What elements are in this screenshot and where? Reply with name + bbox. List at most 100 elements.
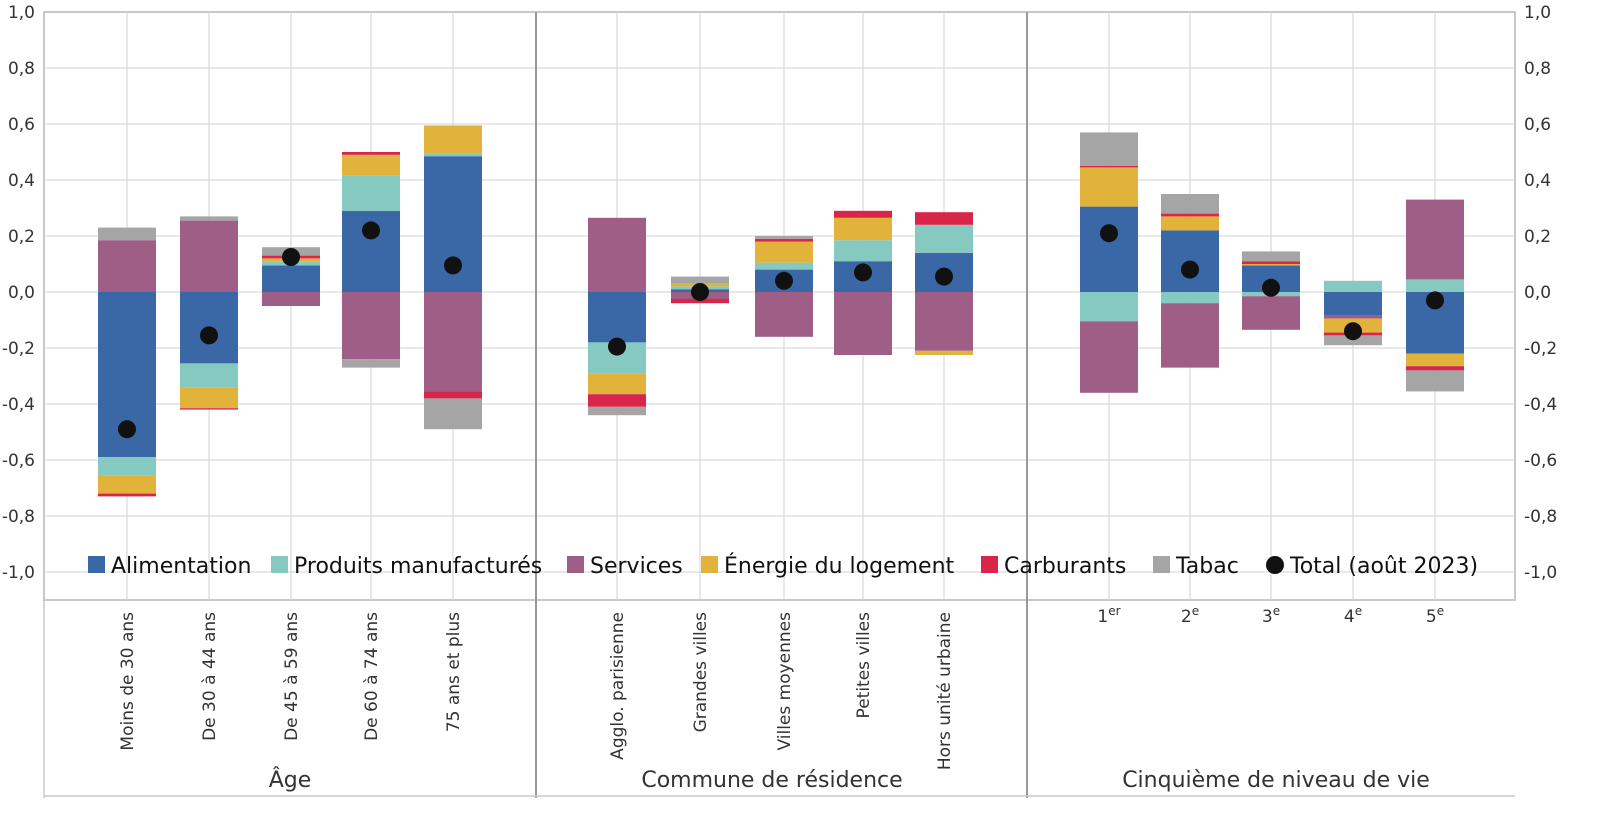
category-label: De 30 à 44 ans: [200, 612, 220, 741]
y-tick-label: 0,0: [1524, 283, 1551, 303]
category-label: De 45 à 59 ans: [282, 612, 302, 741]
total-marker: [854, 263, 872, 282]
bar-segment: [588, 217, 646, 292]
y-tick-label: 0,8: [1524, 59, 1551, 79]
y-tick-label: -0,2: [2, 339, 35, 359]
bar-segment: [98, 227, 156, 241]
bar-segment: [1161, 213, 1219, 217]
category-label: De 60 à 74 ans: [362, 612, 382, 741]
legend-swatch: [271, 556, 288, 573]
category-label-main: 5: [1426, 607, 1437, 627]
category-label: Agglo. parisienne: [608, 612, 628, 760]
category-label: Hors unité urbaine: [935, 612, 955, 770]
total-marker: [282, 248, 300, 266]
bar-segment: [98, 240, 156, 292]
bar-segment: [342, 292, 400, 360]
bar-segment: [671, 276, 729, 284]
bar-segment: [915, 292, 973, 351]
category-label: 2e: [1181, 604, 1199, 627]
category-label-sup: e: [1273, 604, 1280, 618]
bar-segment: [98, 493, 156, 497]
y-tick-label: 1,0: [8, 3, 35, 23]
bar-segment: [1080, 206, 1138, 292]
bar-segment: [1161, 292, 1219, 304]
category-label-sup: e: [1192, 604, 1199, 618]
total-markers: [118, 221, 1444, 439]
y-tick-label: 0,6: [8, 115, 35, 135]
category-label-sup: e: [1355, 604, 1362, 618]
bar-segment: [915, 212, 973, 225]
bar-segment: [342, 154, 400, 176]
group-title: Commune de résidence: [641, 768, 902, 793]
bar-segment: [755, 236, 813, 239]
total-marker: [444, 256, 462, 275]
bar-segment: [1080, 132, 1138, 166]
bars: [98, 125, 1464, 497]
total-marker: [935, 267, 953, 286]
category-label: 75 ans et plus: [444, 612, 464, 732]
legend-label: Carburants: [1004, 554, 1126, 579]
bar-segment: [1242, 261, 1300, 264]
bar-segment: [834, 240, 892, 262]
total-marker: [200, 326, 218, 345]
bar-segment: [424, 398, 482, 430]
legend-swatch: [567, 556, 584, 573]
bar-segment: [424, 153, 482, 157]
category-label: Grandes villes: [691, 612, 711, 733]
category-label: 4e: [1344, 604, 1362, 627]
bar-segment: [915, 224, 973, 253]
bar-segment: [1161, 194, 1219, 214]
bar-segment: [1080, 292, 1138, 322]
bar-segment: [180, 408, 238, 410]
total-marker: [1344, 322, 1362, 341]
y-tick-label: 0,2: [8, 227, 35, 247]
legend-swatch: [701, 556, 718, 573]
bar-segment: [1406, 370, 1464, 392]
bar-segment: [98, 457, 156, 476]
total-marker: [118, 420, 136, 439]
bar-segment: [1406, 366, 1464, 371]
legend: Alimentation Produits manufacturés Service…: [88, 553, 1478, 579]
bar-segment: [834, 210, 892, 218]
bar-segment: [342, 359, 400, 368]
y-tick-label: -0,4: [1524, 395, 1557, 415]
bar-segment: [1080, 321, 1138, 393]
legend-label: Alimentation: [111, 554, 251, 579]
group-title: Âge: [269, 767, 312, 793]
category-label-main: 3: [1262, 607, 1273, 627]
category-label-main: 4: [1344, 607, 1355, 627]
legend-swatch: [88, 556, 105, 573]
bar-segment: [1406, 279, 1464, 292]
category-label: 3e: [1262, 604, 1280, 627]
bar-segment: [98, 475, 156, 494]
total-marker: [1100, 224, 1118, 243]
bar-segment: [1080, 167, 1138, 207]
bar-segment: [180, 387, 238, 409]
bar-segment: [671, 299, 729, 304]
legend-swatch-total: [1266, 556, 1284, 574]
category-label-sup: e: [1437, 604, 1444, 618]
bar-segment: [342, 152, 400, 155]
category-label: Villes moyennes: [775, 612, 795, 751]
category-label: 5e: [1426, 604, 1444, 627]
total-marker: [1426, 291, 1444, 310]
bar-segment: [1324, 315, 1382, 319]
category-label: Moins de 30 ans: [118, 612, 138, 751]
y-tick-label: -0,6: [1524, 451, 1557, 471]
y-tick-label: 0,4: [8, 171, 35, 191]
bar-segment: [915, 350, 973, 355]
category-label-sup: er: [1108, 604, 1120, 618]
total-marker: [362, 221, 380, 240]
y-tick-label: -0,4: [2, 395, 35, 415]
y-tick-label: -0,8: [1524, 507, 1557, 527]
y-tick-label: -1,0: [2, 563, 35, 583]
y-tick-label: 1,0: [1524, 3, 1551, 23]
legend-label: Produits manufacturés: [294, 554, 542, 579]
category-label-main: 1: [1097, 607, 1108, 627]
plot-border: [43, 11, 1516, 601]
x-axis-categories: Moins de 30 ans De 30 à 44 ans De 45 à 59 …: [118, 604, 1444, 793]
bar-segment: [180, 216, 238, 221]
total-marker: [608, 337, 626, 356]
bar-segment: [588, 292, 646, 343]
